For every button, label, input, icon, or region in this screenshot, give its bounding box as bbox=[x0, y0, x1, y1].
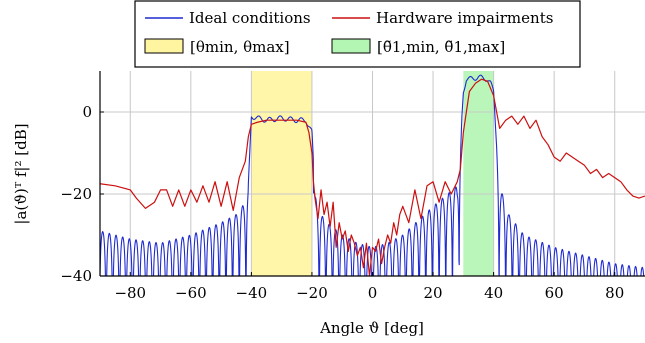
y-axis-label: |a(ϑ)ᵀ f|² [dB] bbox=[12, 123, 30, 224]
legend-box bbox=[134, 0, 581, 68]
plot-lines bbox=[100, 74, 645, 276]
x-tick-label: −20 bbox=[296, 284, 328, 302]
x-tick-label: 60 bbox=[545, 284, 564, 302]
legend-green-label: [θ̃1,min, θ̃1,max] bbox=[377, 38, 505, 56]
x-tick-label: −80 bbox=[114, 284, 146, 302]
grid-lines bbox=[100, 71, 645, 276]
x-axis-label: Angle ϑ [deg] bbox=[319, 319, 424, 337]
hardware-impairments-line bbox=[100, 78, 645, 276]
shaded-bands bbox=[251, 71, 494, 276]
legend-green-swatch bbox=[331, 38, 371, 54]
x-tick-label: 80 bbox=[605, 284, 624, 302]
legend-hardware-label: Hardware impairments bbox=[376, 9, 553, 27]
band-0 bbox=[251, 71, 312, 276]
y-axis-ticks: 0 −20 −40 bbox=[60, 103, 104, 285]
legend: Ideal conditions Hardware impairments [θ… bbox=[134, 0, 581, 68]
legend-yellow-label: [θmin, θmax] bbox=[190, 38, 290, 56]
y-tick-label: −40 bbox=[60, 267, 92, 285]
legend-yellow-swatch bbox=[144, 38, 184, 54]
y-tick-label: 0 bbox=[82, 103, 92, 121]
legend-ideal-label: Ideal conditions bbox=[189, 9, 311, 27]
x-tick-label: 20 bbox=[424, 284, 443, 302]
x-tick-label: −60 bbox=[175, 284, 207, 302]
x-tick-label: 0 bbox=[368, 284, 378, 302]
x-axis-ticks: −80 −60 −40 −20 0 20 40 60 80 bbox=[114, 272, 624, 302]
ideal-conditions-line bbox=[100, 74, 645, 276]
x-tick-label: 40 bbox=[484, 284, 503, 302]
y-tick-label: −20 bbox=[60, 185, 92, 203]
x-tick-label: −40 bbox=[236, 284, 268, 302]
band-1 bbox=[463, 71, 494, 276]
